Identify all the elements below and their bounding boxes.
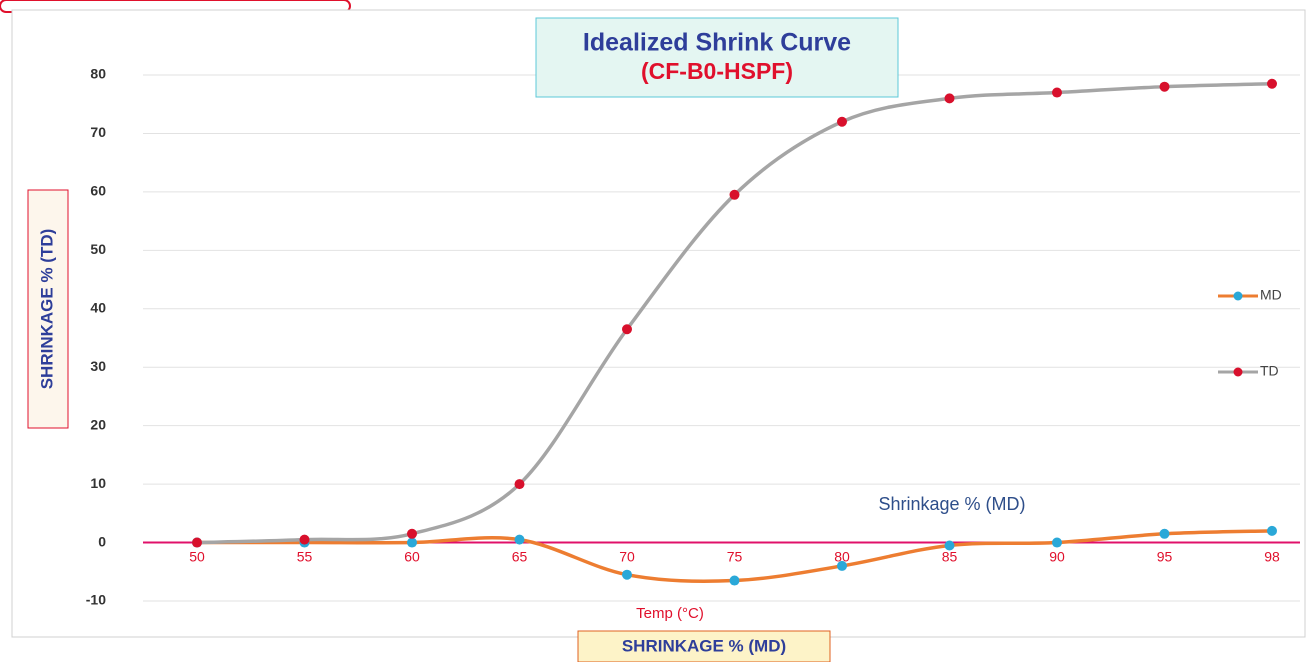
data-point <box>944 540 955 551</box>
y-tick-label: 20 <box>90 416 106 432</box>
x-axis-label: Temp (°C) <box>636 605 704 622</box>
data-point <box>407 528 417 539</box>
annotation: Shrinkage % (MD) <box>878 494 1025 514</box>
y-tick-label: 40 <box>90 299 106 315</box>
chart-title: Idealized Shrink Curve <box>583 29 851 57</box>
data-point <box>729 189 740 200</box>
legend-marker <box>1233 367 1243 377</box>
y-tick-label: 50 <box>90 241 106 257</box>
title-box <box>535 17 899 98</box>
legend-marker <box>1233 291 1243 301</box>
x-label-box-text: SHRINKAGE % (MD) <box>622 636 786 655</box>
x-tick-label: 98 <box>1264 548 1280 564</box>
data-point <box>837 116 847 127</box>
x-tick-label: 75 <box>727 548 743 564</box>
y-tick-label: 60 <box>90 183 106 199</box>
x-tick-label: 80 <box>834 548 850 564</box>
y-tick-label: 80 <box>90 66 106 82</box>
x-tick-label: 55 <box>297 548 313 564</box>
data-point <box>837 560 847 571</box>
data-point <box>1267 525 1277 536</box>
x-tick-label: 60 <box>404 548 420 564</box>
series-line <box>196 82 1273 545</box>
data-point <box>622 569 632 580</box>
data-point <box>299 534 310 545</box>
x-tick-label: 95 <box>1157 548 1173 564</box>
y-tick-label: 10 <box>90 475 106 491</box>
chart-border <box>11 9 1306 638</box>
data-point <box>1052 87 1062 98</box>
data-point <box>407 537 417 548</box>
data-point <box>622 324 632 335</box>
data-point <box>729 575 740 586</box>
y-label-box <box>27 189 69 429</box>
data-point <box>1159 528 1170 539</box>
y-tick-label: -10 <box>86 592 106 608</box>
legend-label: MD <box>1260 287 1282 303</box>
x-tick-label: 90 <box>1049 548 1065 564</box>
data-point <box>944 93 955 104</box>
y-axis-label: SHRINKAGE % (TD) <box>37 229 56 390</box>
legend-label: TD <box>1260 363 1279 379</box>
data-point <box>514 534 525 545</box>
y-tick-label: 70 <box>90 124 106 140</box>
x-tick-label: 65 <box>512 548 528 564</box>
data-point <box>1052 537 1062 548</box>
chart-subtitle: (CF-B0-HSPF) <box>641 58 793 84</box>
x-tick-label: 50 <box>189 548 205 564</box>
data-point <box>514 479 525 490</box>
data-point <box>1159 81 1170 92</box>
x-tick-label: 70 <box>619 548 635 564</box>
y-tick-label: 30 <box>90 358 106 374</box>
data-point <box>192 537 202 548</box>
x-tick-label: 85 <box>942 548 958 564</box>
data-point <box>1267 78 1277 89</box>
plot: -10 0 10 20 30 40 50 60 70 80 50 55 60 65 70 75 80 85 90 95… <box>86 66 1300 608</box>
y-tick-label: 0 <box>98 533 106 549</box>
